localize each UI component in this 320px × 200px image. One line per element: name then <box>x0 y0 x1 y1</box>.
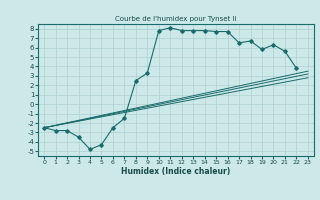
Title: Courbe de l'humidex pour Tynset Ii: Courbe de l'humidex pour Tynset Ii <box>115 16 237 22</box>
X-axis label: Humidex (Indice chaleur): Humidex (Indice chaleur) <box>121 167 231 176</box>
